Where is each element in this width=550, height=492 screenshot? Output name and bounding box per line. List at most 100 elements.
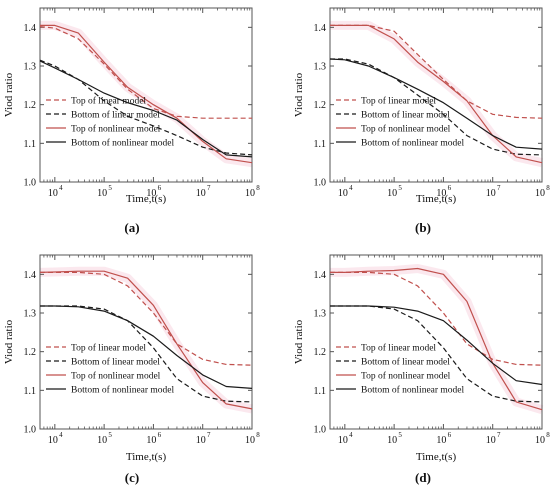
legend-label: Top of nonlinear model	[71, 371, 161, 382]
y-tick-label: 1.1	[24, 386, 37, 397]
x-tick-label: 10	[245, 435, 255, 446]
y-tick-label: 1.0	[24, 178, 37, 189]
x-tick-label: 10	[245, 188, 255, 199]
x-tick-label: 10	[486, 188, 496, 199]
x-tick-exponent: 4	[59, 184, 63, 192]
y-tick-label: 1.1	[314, 386, 327, 397]
x-tick-label: 10	[338, 435, 348, 446]
y-tick-label: 1.3	[314, 62, 327, 73]
x-axis-title: Time,t(s)	[126, 193, 167, 205]
y-tick-label: 1.2	[24, 347, 37, 358]
x-tick-exponent: 5	[108, 431, 112, 439]
x-tick-exponent: 6	[158, 431, 162, 439]
y-tick-label: 1.2	[314, 100, 327, 111]
series-line	[330, 305, 543, 386]
legend-label: Top of nonlinear model	[361, 124, 451, 135]
x-tick-exponent: 5	[398, 431, 402, 439]
panel-label: (b)	[415, 220, 431, 235]
x-tick-exponent: 7	[207, 431, 211, 439]
x-tick-label: 10	[97, 435, 107, 446]
x-tick-exponent: 4	[349, 184, 353, 192]
x-tick-exponent: 7	[497, 184, 501, 192]
panel-label: (c)	[125, 470, 139, 485]
x-tick-label: 10	[486, 435, 496, 446]
series-line	[39, 26, 252, 119]
x-tick-exponent: 8	[546, 431, 550, 439]
series-line	[39, 60, 253, 158]
legend-label: Top of nonlinear model	[361, 371, 451, 382]
y-tick-label: 1.1	[314, 139, 327, 150]
x-tick-exponent: 7	[207, 184, 211, 192]
y-axis-title: Viod ratio	[3, 72, 15, 117]
legend-label: Bottom of linear model	[71, 357, 160, 368]
y-tick-label: 1.4	[24, 270, 37, 281]
y-tick-label: 1.3	[314, 309, 327, 320]
x-tick-exponent: 7	[497, 431, 501, 439]
x-tick-label: 10	[97, 188, 107, 199]
x-tick-label: 10	[146, 188, 156, 199]
y-tick-label: 1.0	[314, 425, 327, 436]
legend-label: Top of linear model	[361, 96, 436, 107]
x-tick-label: 10	[387, 435, 397, 446]
y-tick-label: 1.4	[314, 23, 327, 34]
y-tick-label: 1.0	[24, 425, 37, 436]
y-tick-label: 1.2	[314, 347, 327, 358]
y-tick-label: 1.1	[24, 139, 37, 150]
series-line	[330, 24, 543, 164]
y-tick-label: 1.3	[24, 309, 37, 320]
legend-label: Top of linear model	[71, 96, 146, 107]
series-line	[40, 271, 253, 366]
y-axis-title: Viod ratio	[3, 319, 15, 364]
y-tick-label: 1.4	[314, 270, 327, 281]
x-tick-exponent: 4	[59, 431, 63, 439]
series-line	[40, 305, 253, 389]
y-tick-label: 1.3	[24, 62, 37, 73]
legend-label: Bottom of nonlinear model	[361, 385, 465, 396]
x-tick-label: 10	[196, 188, 206, 199]
x-tick-exponent: 6	[448, 184, 452, 192]
legend-label: Top of nonlinear model	[71, 124, 161, 135]
panel-label: (d)	[415, 470, 431, 485]
x-tick-exponent: 5	[108, 184, 112, 192]
legend-label: Bottom of linear model	[71, 110, 160, 121]
legend-label: Top of linear model	[71, 343, 146, 354]
series-line	[40, 24, 253, 164]
legend-label: Bottom of nonlinear model	[361, 138, 465, 149]
y-tick-label: 1.2	[24, 100, 37, 111]
y-axis-title: Viod ratio	[293, 72, 305, 117]
x-tick-label: 10	[387, 188, 397, 199]
series-line	[329, 58, 543, 150]
y-tick-label: 1.0	[314, 178, 327, 189]
x-tick-label: 10	[146, 435, 156, 446]
x-tick-exponent: 8	[546, 184, 550, 192]
legend-label: Bottom of nonlinear model	[71, 138, 175, 149]
x-axis-title: Time,t(s)	[126, 451, 167, 463]
x-tick-label: 10	[535, 435, 545, 446]
x-tick-label: 10	[338, 188, 348, 199]
x-tick-label: 10	[48, 188, 58, 199]
x-tick-exponent: 6	[448, 431, 452, 439]
x-tick-exponent: 4	[349, 431, 353, 439]
legend-label: Bottom of nonlinear model	[71, 385, 175, 396]
x-axis-title: Time,t(s)	[416, 193, 457, 205]
x-tick-exponent: 6	[158, 184, 162, 192]
x-tick-exponent: 5	[398, 184, 402, 192]
x-tick-label: 10	[48, 435, 58, 446]
x-tick-exponent: 8	[256, 431, 260, 439]
x-axis-title: Time,t(s)	[416, 451, 457, 463]
legend-label: Top of linear model	[361, 343, 436, 354]
series-line	[39, 270, 253, 410]
y-tick-label: 1.4	[24, 23, 37, 34]
x-tick-exponent: 8	[256, 184, 260, 192]
legend-label: Bottom of linear model	[361, 110, 450, 121]
x-tick-label: 10	[196, 435, 206, 446]
legend-label: Bottom of linear model	[361, 357, 450, 368]
series-line	[330, 58, 543, 156]
y-axis-title: Viod ratio	[293, 319, 305, 364]
x-tick-label: 10	[436, 188, 446, 199]
